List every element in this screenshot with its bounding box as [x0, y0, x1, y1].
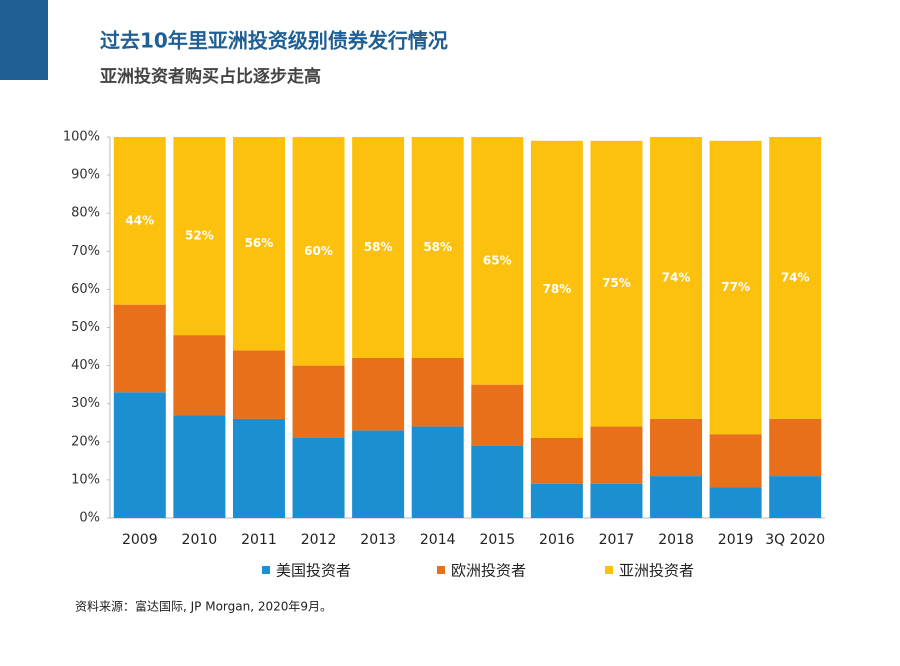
data-label: 58% [364, 240, 393, 254]
legend-swatch [262, 566, 270, 574]
legend-label: 亚洲投资者 [619, 562, 694, 580]
x-tick-label: 2016 [539, 532, 575, 548]
bar-segment [292, 437, 345, 518]
y-tick-label: 40% [71, 358, 100, 373]
bar-segment [471, 445, 524, 518]
bar-segment [590, 140, 643, 427]
data-label: 56% [245, 236, 274, 250]
data-label: 77% [721, 280, 750, 294]
bar-segment [352, 430, 405, 518]
data-label: 75% [602, 276, 631, 290]
x-tick-label: 2018 [658, 532, 694, 548]
bar-segment [590, 426, 643, 484]
y-tick-label: 80% [71, 206, 100, 221]
bar-segment [352, 137, 405, 358]
bar-segment [769, 476, 822, 518]
legend-label: 欧洲投资者 [451, 562, 526, 580]
data-label: 58% [423, 240, 452, 254]
y-tick-label: 100% [63, 130, 100, 145]
bar-segment [173, 137, 226, 336]
data-label: 78% [543, 282, 572, 296]
y-tick-label: 60% [71, 282, 100, 297]
bar-segment [590, 483, 643, 518]
bar-segment [709, 487, 762, 518]
corner-block [0, 0, 48, 80]
y-tick-label: 30% [71, 396, 100, 411]
bar-segment [113, 392, 166, 518]
x-tick-label: 2010 [182, 532, 218, 548]
x-tick-label: 2009 [122, 532, 158, 548]
bar-segment [530, 437, 583, 484]
x-tick-label: 2013 [360, 532, 396, 548]
bar-segment [411, 137, 464, 358]
legend-label: 美国投资者 [276, 562, 351, 580]
x-tick-label: 3Q 2020 [765, 532, 825, 548]
bar-segment [471, 384, 524, 446]
x-tick-label: 2017 [599, 532, 635, 548]
bar-segment [411, 357, 464, 427]
bar-segment [769, 137, 822, 419]
y-tick-label: 10% [71, 472, 100, 487]
x-tick-label: 2019 [718, 532, 754, 548]
legend-swatch [437, 566, 445, 574]
y-tick-label: 90% [71, 168, 100, 183]
data-label: 65% [483, 253, 512, 267]
data-label: 52% [185, 229, 214, 243]
bar-segment [113, 137, 166, 305]
bar-segment [232, 418, 285, 518]
bar-segment [650, 418, 703, 477]
data-label: 60% [304, 244, 333, 258]
x-tick-label: 2014 [420, 532, 456, 548]
bar-segment [709, 140, 762, 435]
data-label: 74% [781, 270, 810, 284]
x-tick-label: 2015 [479, 532, 515, 548]
bar-segment [411, 426, 464, 518]
bar-segment [232, 350, 285, 419]
bar-segment [173, 335, 226, 416]
y-tick-label: 0% [79, 511, 100, 526]
bar-segment [709, 434, 762, 488]
bar-segment [292, 137, 345, 366]
y-tick-label: 50% [71, 320, 100, 335]
bar-segment [650, 476, 703, 518]
data-label: 44% [125, 213, 154, 227]
chart-subtitle: 亚洲投资者购买占比逐步走高 [100, 66, 321, 87]
bar-segment [530, 140, 583, 438]
bar-segment [769, 418, 822, 477]
bar-segment [232, 137, 285, 351]
legend-swatch [605, 566, 613, 574]
data-label: 74% [662, 270, 691, 284]
bar-segment [292, 365, 345, 438]
chart-title: 过去10年里亚洲投资级别债券发行情况 [100, 29, 448, 53]
x-tick-label: 2012 [301, 532, 337, 548]
source-note: 资料来源：富达国际, JP Morgan, 2020年9月。 [75, 599, 332, 614]
bar-segment [173, 415, 226, 518]
bar-segment [352, 357, 405, 431]
bar-segment [113, 304, 166, 393]
bar-segment [530, 483, 583, 518]
bar-segment [471, 137, 524, 385]
y-tick-label: 70% [71, 244, 100, 259]
y-tick-label: 20% [71, 434, 100, 449]
bar-segment [650, 137, 703, 419]
x-tick-label: 2011 [241, 532, 277, 548]
